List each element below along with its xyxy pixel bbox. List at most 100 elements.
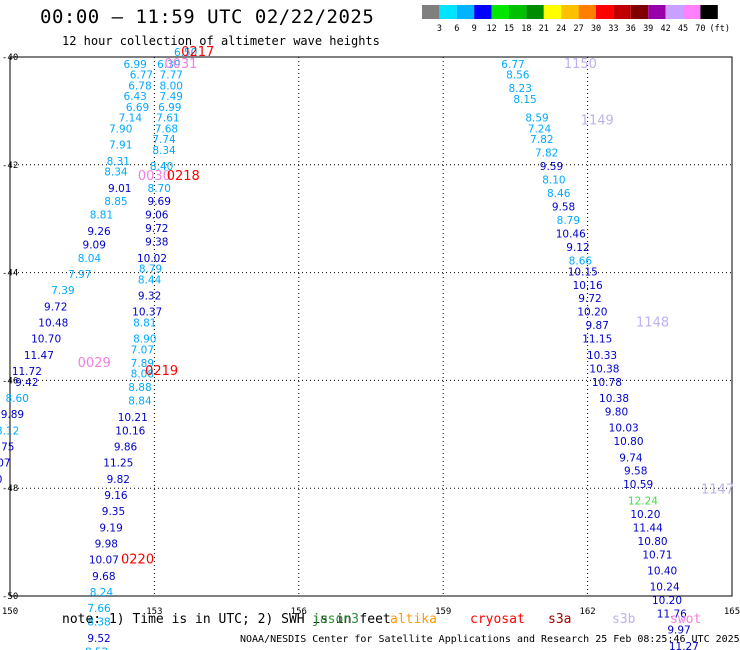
track-time-label: 1150 xyxy=(564,57,597,72)
wave-height-point: 7.97 xyxy=(68,269,91,281)
color-scale-label: 18 xyxy=(521,24,531,34)
track-time-label: 0219 xyxy=(145,364,178,379)
color-scale-label: 36 xyxy=(626,24,636,34)
wave-height-point: 8.24 xyxy=(90,587,114,599)
mission-label: s3b xyxy=(612,612,636,627)
wave-height-point: 6.43 xyxy=(123,91,146,103)
wave-height-point: 9.32 xyxy=(138,291,161,303)
wave-height-point: 8.81 xyxy=(90,210,113,222)
wave-height-point: 10.70 xyxy=(31,334,61,346)
wave-height-point: 8.10 xyxy=(542,175,565,187)
mission-label: s3a xyxy=(548,612,572,627)
x-tick-label: 159 xyxy=(435,607,451,617)
color-scale-label: 33 xyxy=(608,24,618,34)
wave-height-point: 9.80 xyxy=(605,406,628,418)
track-time-label: 0218 xyxy=(167,169,200,184)
color-scale-label: 21 xyxy=(539,24,549,34)
color-scale-label: 6 xyxy=(454,24,459,34)
mission-label: swot xyxy=(670,612,702,627)
wave-height-point: 6.78 xyxy=(128,80,151,92)
wave-height-point: 9.26 xyxy=(87,226,111,238)
wave-height-point: 7.74 xyxy=(152,134,176,146)
wave-height-point: 7.14 xyxy=(119,113,143,125)
wave-height-point: 8.44 xyxy=(138,274,162,286)
wave-height-point: 10.71 xyxy=(642,549,672,561)
wave-height-point: 10.20 xyxy=(652,595,682,607)
wave-height-point: 7.89 xyxy=(131,358,154,370)
wave-height-point: 11.44 xyxy=(633,522,663,534)
wave-height-point: 9.42 xyxy=(15,377,38,389)
track-time-label: 0031 xyxy=(164,57,197,72)
wave-height-point: 10.38 xyxy=(589,363,619,375)
color-scale-swatch xyxy=(543,5,562,19)
x-tick-label: 150 xyxy=(2,607,18,617)
wave-height-point: 10.20 xyxy=(577,307,607,319)
wave-height-point: 7.77 xyxy=(160,70,183,82)
wave-height-point: 9.87 xyxy=(586,320,609,332)
wave-height-point: 8.66 xyxy=(569,256,593,268)
wave-height-point: 6.69 xyxy=(126,102,149,114)
wave-height-point: 9.06 xyxy=(145,210,169,222)
track-time-label: 1149 xyxy=(581,113,614,128)
x-tick-label: 153 xyxy=(146,607,162,617)
color-scale-label: 3 xyxy=(437,24,442,34)
x-tick-label: 162 xyxy=(579,607,595,617)
wave-height-point: 10.46 xyxy=(556,229,586,241)
wave-height-point: 10.24 xyxy=(650,582,680,594)
wave-height-point: 8.56 xyxy=(506,70,530,82)
wave-height-point: 11.72 xyxy=(12,366,42,378)
wave-height-point: 8.90 xyxy=(133,334,156,346)
wave-height-point: 6.50 xyxy=(174,47,197,59)
wave-height-point: 7.24 xyxy=(528,123,552,135)
wave-height-point: 8.88 xyxy=(128,382,151,394)
wave-height-point: 9.69 xyxy=(148,196,171,208)
wave-height-point: 10.78 xyxy=(592,377,622,389)
wave-height-point: 9.74 xyxy=(619,452,643,464)
wave-height-point: 10.15 xyxy=(568,266,598,278)
wave-height-point: 9.09 xyxy=(83,239,106,251)
wave-height-point: 7.61 xyxy=(156,113,179,125)
wave-height-point: 11.47 xyxy=(24,350,54,362)
color-scale-label: 70 xyxy=(695,24,705,34)
wave-height-point: 9.19 xyxy=(99,522,122,534)
y-tick-label: -42 xyxy=(2,161,18,171)
wave-height-point: 9.52 xyxy=(87,633,110,645)
wave-height-point: 9.59 xyxy=(540,161,563,173)
track-time-label: 1147 xyxy=(701,483,734,498)
wave-height-point: 8.81 xyxy=(133,318,156,330)
wave-height-point: 8.40 xyxy=(150,161,173,173)
wave-height-point: 9.72 xyxy=(44,301,67,313)
wave-height-point: 10.07 xyxy=(0,458,11,470)
color-scale-swatch xyxy=(596,5,614,19)
wave-height-point: 10.16 xyxy=(573,280,603,292)
wave-height-point: 6.99 xyxy=(123,59,146,71)
wave-height-point: 7.82 xyxy=(535,148,558,160)
wave-height-point: 8.79 xyxy=(139,264,162,276)
wave-height-point: 8.70 xyxy=(148,183,171,195)
track-time-label: 0030 xyxy=(138,169,171,184)
x-tick-label: 156 xyxy=(291,607,307,617)
track-time-label: 1148 xyxy=(636,316,669,331)
wave-height-point: 8.59 xyxy=(525,113,548,125)
wave-height-point: 10.07 xyxy=(89,555,119,567)
color-scale-swatch xyxy=(422,5,440,19)
wave-height-point: 10.20 xyxy=(630,509,660,521)
color-scale-swatch xyxy=(491,5,509,19)
wave-height-point: 10.33 xyxy=(587,350,617,362)
color-scale-label: 27 xyxy=(573,24,583,34)
wave-height-point: 8.79 xyxy=(557,215,580,227)
wave-height-point: 7.90 xyxy=(109,123,132,135)
color-scale-label: 30 xyxy=(591,24,601,34)
wave-height-point: 8.46 xyxy=(547,188,571,200)
color-scale-label: 24 xyxy=(556,24,566,34)
color-scale-swatch xyxy=(474,5,492,19)
y-tick-label: -50 xyxy=(2,592,18,602)
wave-height-point: 9.98 xyxy=(95,538,118,550)
wave-height-point: 8.31 xyxy=(107,156,130,168)
wave-height-point: 11.27 xyxy=(669,641,699,650)
color-scale-swatch xyxy=(700,5,718,19)
wave-height-point: 10.38 xyxy=(599,393,629,405)
wave-height-point: 8.34 xyxy=(104,167,128,179)
color-scale-swatch xyxy=(648,5,666,19)
